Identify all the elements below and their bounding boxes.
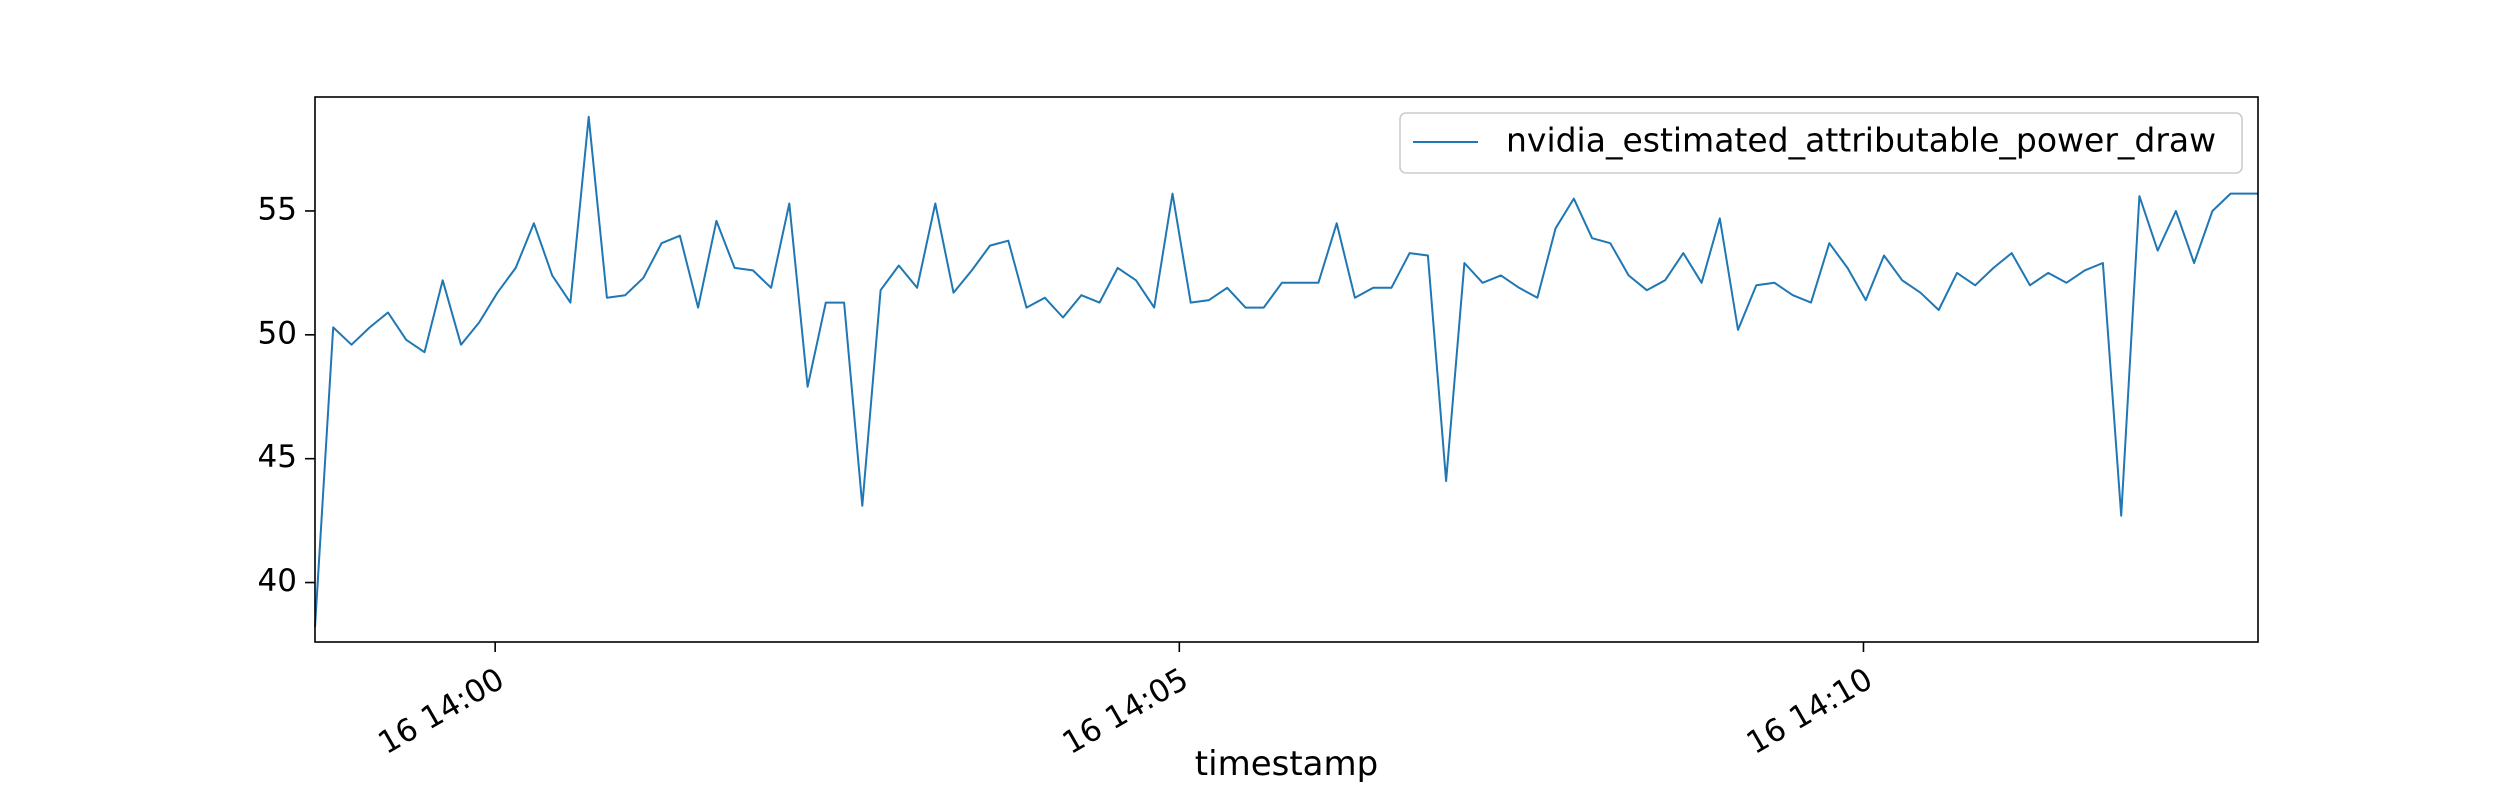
y-axis: 40 45 50 55 [258,191,315,599]
x-axis-label: timestamp [1195,744,1378,784]
y-tick-label: 45 [258,439,297,475]
y-tick-label: 50 [258,315,297,351]
legend-box [1399,112,2243,174]
x-tick-label: 16 14:10 [1741,661,1879,761]
x-tick-label: 16 14:00 [372,661,510,761]
axes-frame [314,96,2259,643]
x-axis: 16 14:00 16 14:05 16 14:10 [372,642,1879,762]
y-tick-label: 55 [258,191,297,227]
legend: nvidia_estimated_attributable_power_draw [1399,112,2243,174]
y-tick-label: 40 [258,563,297,599]
series-line [314,115,2258,628]
legend-label: nvidia_estimated_attributable_power_draw [1506,121,2216,160]
x-tick-label: 16 14:05 [1056,661,1194,761]
plot-area [314,115,2258,628]
